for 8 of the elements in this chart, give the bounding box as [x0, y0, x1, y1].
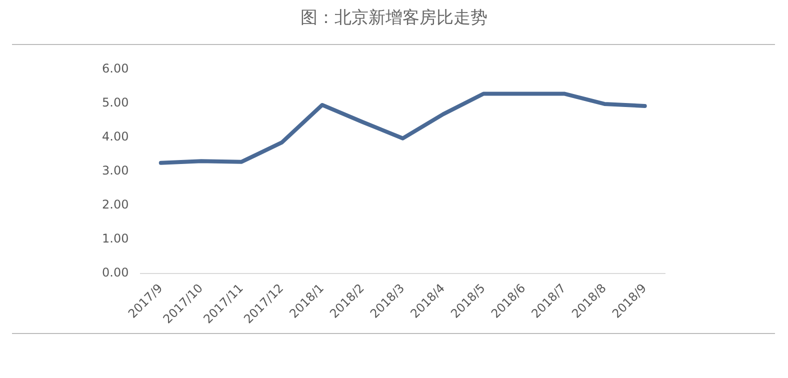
y-tick-label: 4.00: [102, 129, 129, 144]
y-tick-label: 5.00: [102, 95, 129, 110]
y-tick-label: 0.00: [102, 266, 129, 280]
y-tick-label: 1.00: [102, 232, 129, 246]
y-tick-label: 2.00: [102, 198, 129, 212]
y-tick-label: 6.00: [102, 61, 129, 76]
y-tick-label: 3.00: [102, 164, 129, 178]
chart-title: 图：北京新增客房比走势: [300, 7, 488, 29]
